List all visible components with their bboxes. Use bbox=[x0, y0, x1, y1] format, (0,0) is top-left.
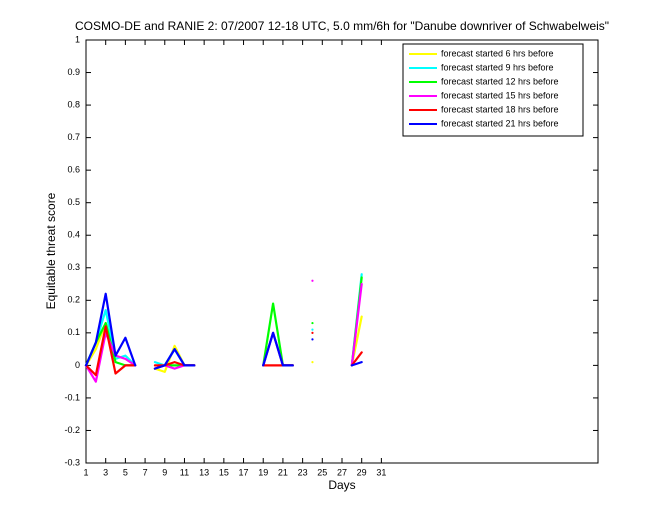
y-tick-label: 0.9 bbox=[67, 67, 80, 77]
y-tick-label: 0.2 bbox=[67, 295, 80, 305]
y-tick-label: 0.6 bbox=[67, 165, 80, 175]
x-tick-label: 31 bbox=[376, 467, 386, 477]
x-tick-label: 25 bbox=[317, 467, 327, 477]
x-tick-label: 21 bbox=[278, 467, 288, 477]
y-axis-label: Equitable threat score bbox=[44, 192, 58, 309]
x-tick-label: 11 bbox=[180, 467, 189, 477]
y-tick-label: 0.7 bbox=[67, 132, 80, 142]
y-tick-label: 0.4 bbox=[67, 230, 80, 240]
legend-label: forecast started 9 hrs before bbox=[441, 62, 554, 72]
y-tick-label: 0 bbox=[75, 360, 80, 370]
x-tick-label: 17 bbox=[239, 467, 249, 477]
x-tick-label: 29 bbox=[357, 467, 367, 477]
y-tick-label: 1 bbox=[75, 34, 80, 44]
y-tick-label: 0.5 bbox=[67, 197, 80, 207]
legend-label: forecast started 15 hrs before bbox=[441, 90, 559, 100]
x-tick-label: 5 bbox=[123, 467, 128, 477]
y-tick-label: -0.2 bbox=[64, 425, 80, 435]
x-tick-label: 13 bbox=[199, 467, 209, 477]
y-tick-label: -0.1 bbox=[64, 392, 80, 402]
legend-label: forecast started 12 hrs before bbox=[441, 76, 559, 86]
chart-title: COSMO-DE and RANIE 2: 07/2007 12-18 UTC,… bbox=[75, 19, 609, 33]
y-tick-label: 0.3 bbox=[67, 262, 80, 272]
x-tick-label: 15 bbox=[219, 467, 229, 477]
legend-label: forecast started 18 hrs before bbox=[441, 104, 559, 114]
x-tick-label: 27 bbox=[337, 467, 347, 477]
x-axis-label: Days bbox=[328, 478, 355, 492]
legend-label: forecast started 6 hrs before bbox=[441, 48, 554, 58]
legend-box bbox=[402, 43, 584, 137]
x-tick-label: 7 bbox=[143, 467, 148, 477]
y-tick-label: 0.1 bbox=[67, 327, 80, 337]
y-tick-label: 0.8 bbox=[67, 99, 80, 109]
legend-label: forecast started 21 hrs before bbox=[441, 118, 559, 128]
x-tick-label: 1 bbox=[83, 467, 88, 477]
x-tick-label: 19 bbox=[258, 467, 268, 477]
series-line bbox=[84, 325, 363, 377]
x-tick-label: 9 bbox=[162, 467, 167, 477]
x-tick-label: 3 bbox=[103, 467, 108, 477]
y-tick-label: -0.3 bbox=[64, 457, 80, 467]
series-line bbox=[84, 292, 363, 370]
x-tick-label: 23 bbox=[298, 467, 308, 477]
